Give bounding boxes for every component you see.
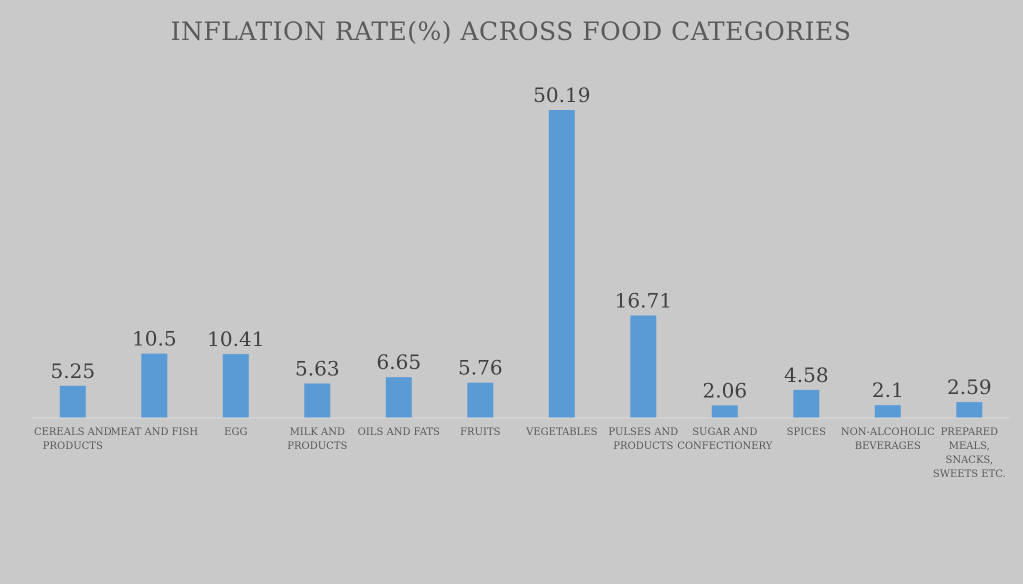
data-label-4: 6.65 [377,350,422,374]
data-label-1: 10.5 [132,327,177,351]
bar-0 [59,385,86,418]
data-label-11: 2.59 [947,375,992,399]
category-label-6: VEGETABLES [525,427,597,438]
category-label-2: EGG [224,427,247,438]
data-labels-layer: 5.25 10.5 10.41 5.63 6.65 5.76 50.19 16.71 2.06 4… [51,83,992,402]
data-label-3: 5.63 [295,357,340,381]
data-label-8: 2.06 [703,378,748,402]
category-label-11: PREPARED MEALS, SNACKS, SWEETS ETC. [933,427,1006,480]
bar-11 [956,402,983,418]
category-label-3: MILK AND PRODUCTS [287,427,347,452]
category-label-1: MEAT AND FISH [110,427,198,438]
chart-title: INFLATION RATE(%) ACROSS FOOD CATEGORIES [171,17,852,46]
category-label-8: SUGAR AND CONFECTIONERY [677,427,773,452]
data-label-2: 10.41 [207,327,264,351]
bar-10 [874,405,901,418]
category-label-0: CEREALS AND PRODUCTS [34,427,112,452]
category-label-7: PULSES AND PRODUCTS [608,427,678,452]
bar-2 [222,354,249,418]
category-label-10: NON-ALCOHOLIC BEVERAGES [841,427,935,452]
category-label-9: SPICES [787,427,826,438]
bar-7 [630,315,657,418]
bar-8 [711,405,738,418]
bar-3 [304,383,331,418]
bar-4 [385,377,412,418]
bars-layer [59,110,983,418]
category-label-5: FRUITS [460,427,501,438]
bar-1 [141,353,168,418]
data-label-10: 2.1 [872,378,904,402]
data-label-6: 50.19 [533,83,590,107]
bar-6 [548,110,575,418]
bar-9 [793,389,820,418]
data-label-9: 4.58 [784,363,829,387]
data-label-7: 16.71 [615,289,672,313]
bar-5 [467,382,494,418]
data-label-0: 5.25 [51,359,96,383]
data-label-5: 5.76 [458,356,503,380]
category-label-4: OILS AND FATS [358,427,440,438]
